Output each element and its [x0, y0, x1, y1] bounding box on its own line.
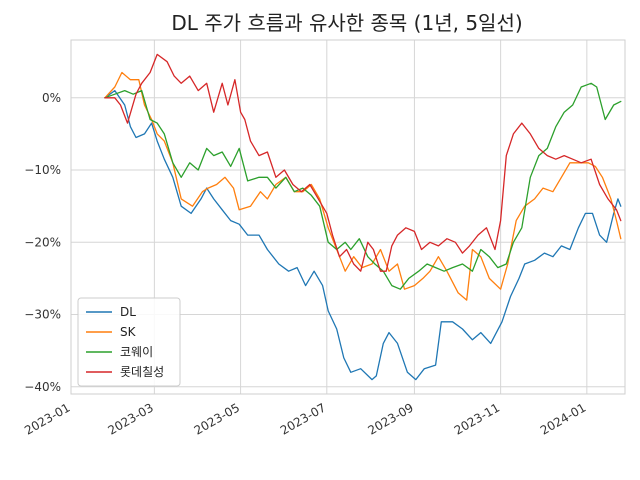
chart-title: DL 주가 흐름과 유사한 종목 (1년, 5일선) [171, 11, 522, 35]
x-tick-label: 2023-09 [366, 400, 416, 437]
legend-label: 코웨이 [120, 345, 153, 359]
legend-label: SK [120, 325, 137, 339]
series-lines [104, 53, 622, 381]
x-tick-label: 2023-07 [278, 400, 328, 437]
y-tick-label: −10% [24, 163, 61, 177]
x-tick-label: 2023-03 [105, 400, 155, 437]
y-axis-ticks: 0% −10% −20% −30% −40% [24, 91, 61, 394]
x-tick-label: 2023-05 [192, 400, 242, 437]
series-line-0 [104, 89, 622, 381]
x-tick-label: 2023-11 [452, 400, 502, 437]
y-tick-label: −40% [24, 380, 61, 394]
y-tick-label: 0% [42, 91, 61, 105]
y-tick-label: −30% [24, 308, 61, 322]
legend-label: DL [120, 305, 136, 319]
series-line-2 [104, 82, 622, 290]
series-line-1 [104, 71, 622, 301]
y-tick-label: −20% [24, 235, 61, 249]
x-tick-label: 2023-01 [22, 400, 72, 437]
legend-label: 롯데칠성 [120, 365, 164, 379]
series-line-3 [104, 53, 622, 272]
x-tick-label: 2024-01 [538, 400, 588, 437]
legend-box [77, 297, 181, 387]
plot-frame [70, 39, 626, 395]
x-axis-ticks: 2023-01 2023-03 2023-05 2023-07 2023-09 2023-… [22, 400, 588, 437]
